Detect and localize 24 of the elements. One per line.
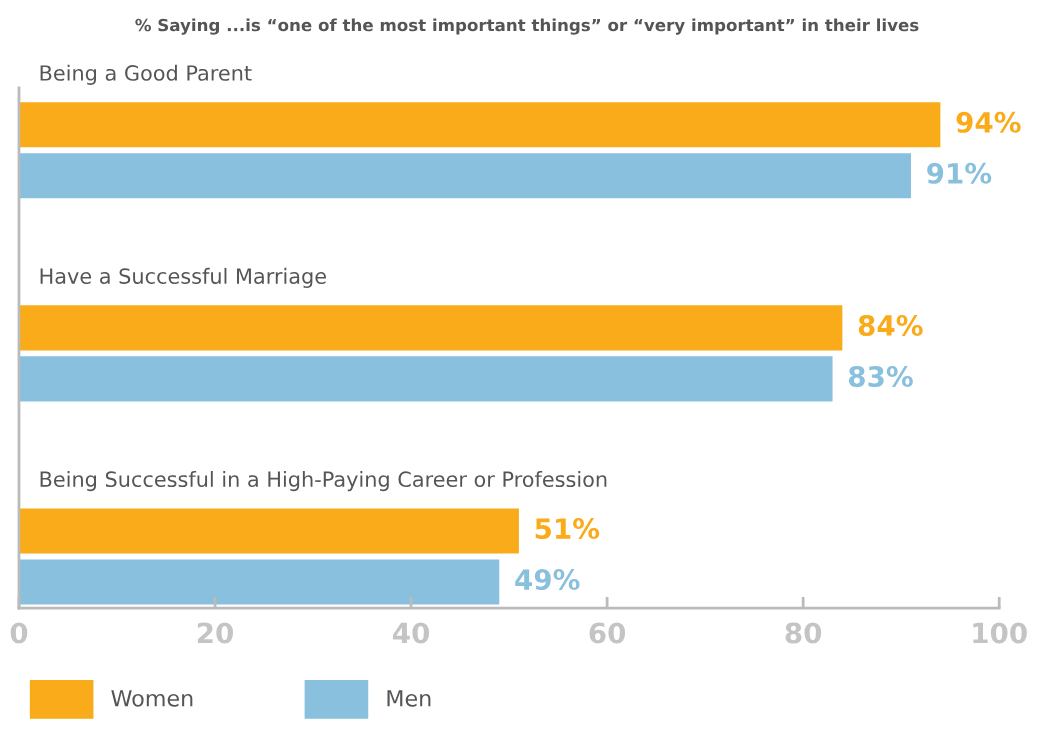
legend-label: Women — [111, 690, 193, 707]
data-label: 49% — [515, 569, 580, 591]
data-label: 84% — [858, 314, 923, 336]
bar — [18, 508, 519, 554]
legend-label: Men — [387, 690, 431, 707]
bar — [18, 559, 500, 605]
bar — [18, 305, 843, 351]
y-tick-label: Being Successful in a High-Paying Career or Profession — [40, 470, 607, 492]
chart-title: % Saying ...is “one of the most important things” or “very important” in their lives — [135, 18, 919, 35]
data-label: 51% — [535, 518, 600, 540]
data-label: 94% — [956, 111, 1021, 133]
x-tick-label: 0 — [10, 622, 28, 644]
y-tick-label: Have a Successful Marriage — [40, 267, 326, 289]
x-tick-label: 60 — [589, 622, 626, 644]
data-label: 83% — [848, 365, 913, 387]
bar — [18, 356, 833, 402]
data-label: 91% — [927, 162, 992, 184]
y-tick-label: Being a Good Parent — [40, 64, 252, 85]
x-tick-label: 40 — [392, 622, 430, 644]
x-tick-label: 20 — [197, 622, 234, 644]
x-tick-label: 100 — [973, 622, 1027, 644]
x-tick-label: 80 — [785, 622, 822, 644]
bar — [18, 153, 911, 199]
bar — [18, 102, 941, 148]
